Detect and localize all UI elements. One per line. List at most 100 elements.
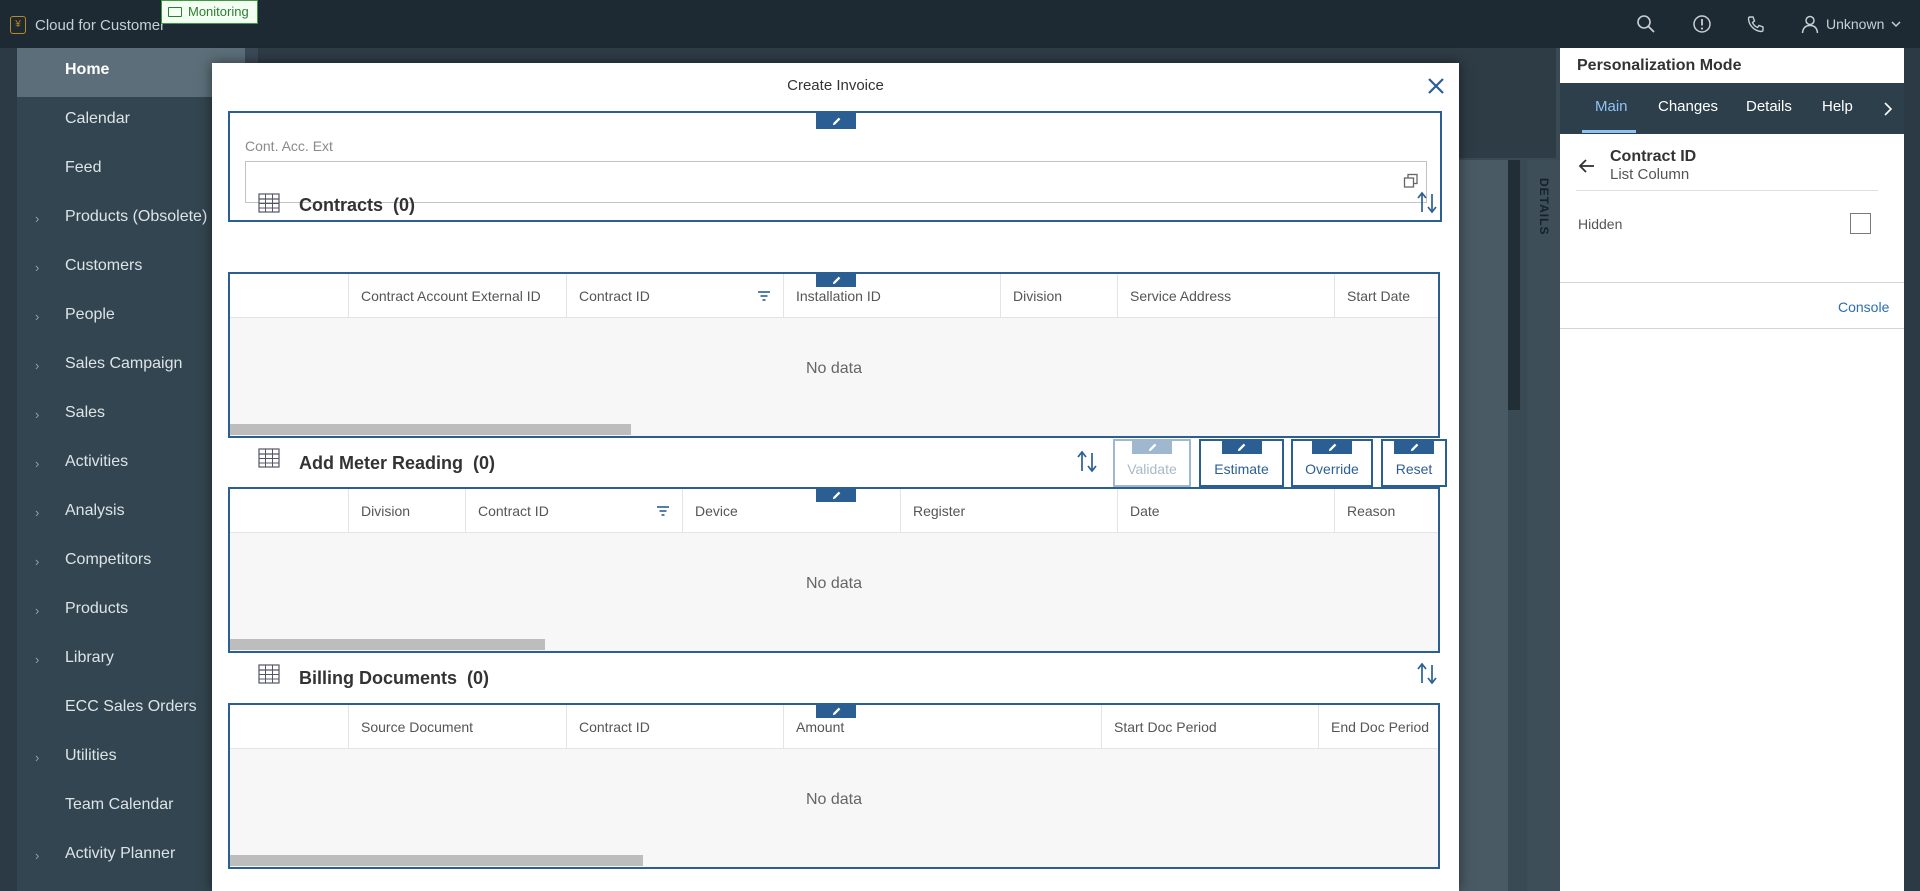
chevron-right-icon[interactable]: ›: [35, 456, 40, 471]
column-header-label: Contract ID: [478, 503, 549, 519]
chevron-right-icon[interactable]: [1882, 102, 1894, 116]
edit-button-tab[interactable]: [1221, 441, 1262, 454]
monitoring-badge[interactable]: Monitoring: [161, 0, 258, 24]
edit-panel-button[interactable]: [816, 113, 856, 129]
chevron-right-icon[interactable]: ›: [35, 554, 40, 569]
column-header[interactable]: Start Date: [1334, 274, 1438, 318]
column-header[interactable]: Start Doc Period: [1101, 705, 1318, 749]
column-header-contract-id[interactable]: Contract ID: [465, 489, 682, 533]
filter-icon[interactable]: [656, 505, 670, 517]
table-icon: [258, 664, 280, 684]
column-header[interactable]: Date: [1117, 489, 1334, 533]
column-header[interactable]: End Doc Period: [1318, 705, 1438, 749]
close-icon[interactable]: [1425, 75, 1447, 97]
nav-item-calendar[interactable]: Calendar: [17, 97, 245, 146]
horizontal-scrollbar[interactable]: [230, 424, 631, 435]
column-header[interactable]: Contract Account External ID: [348, 274, 566, 318]
active-tab-indicator: [1582, 130, 1636, 133]
edit-table-button[interactable]: [816, 274, 856, 287]
column-header[interactable]: Contract ID: [566, 705, 783, 749]
search-icon[interactable]: [1636, 14, 1656, 34]
user-name: Unknown: [1826, 16, 1885, 32]
nav-item-label: Team Calendar: [65, 796, 174, 813]
cont-acc-ext-input[interactable]: [245, 161, 1427, 203]
nav-item-people[interactable]: › People: [17, 293, 245, 342]
nav-item-products-obsolete[interactable]: › Products (Obsolete): [17, 195, 245, 244]
column-header[interactable]: Division: [1000, 274, 1117, 318]
back-arrow-icon[interactable]: [1578, 157, 1596, 175]
console-link[interactable]: Console: [1838, 299, 1890, 315]
override-button[interactable]: Override: [1291, 439, 1373, 487]
nav-item-competitors[interactable]: › Competitors: [17, 538, 245, 587]
column-header-contract-id[interactable]: Contract ID: [566, 274, 783, 318]
nav-item-feed[interactable]: Feed: [17, 146, 245, 195]
column-header[interactable]: Register: [900, 489, 1117, 533]
column-header[interactable]: Service Address: [1117, 274, 1334, 318]
column-header[interactable]: Reason: [1334, 489, 1438, 533]
edit-button-tab[interactable]: [1132, 441, 1172, 454]
column-header[interactable]: Division: [348, 489, 465, 533]
table-icon: [258, 193, 280, 213]
tab-main[interactable]: Main: [1595, 98, 1628, 115]
nav-item-label: Calendar: [65, 110, 130, 127]
edit-table-button[interactable]: [816, 489, 856, 502]
phone-icon[interactable]: [1746, 14, 1766, 34]
chevron-right-icon[interactable]: ›: [35, 358, 40, 373]
column-header[interactable]: Amount: [783, 705, 1101, 749]
nav-item-sales-campaign[interactable]: › Sales Campaign: [17, 342, 245, 391]
chevron-right-icon[interactable]: ›: [35, 603, 40, 618]
nav-item-library[interactable]: › Library: [17, 636, 245, 685]
pencil-icon: [1237, 443, 1246, 452]
nav-item-analysis[interactable]: › Analysis: [17, 489, 245, 538]
details-side-tab[interactable]: DETAILS: [1527, 160, 1560, 891]
chevron-right-icon[interactable]: ›: [35, 848, 40, 863]
value-help-icon[interactable]: [1403, 173, 1419, 189]
tab-details[interactable]: Details: [1746, 98, 1792, 115]
chevron-right-icon[interactable]: ›: [35, 505, 40, 520]
nav-item-customers[interactable]: › Customers: [17, 244, 245, 293]
chevron-right-icon[interactable]: ›: [35, 211, 40, 226]
tab-help[interactable]: Help: [1822, 98, 1853, 115]
workspace-scrollbar[interactable]: [1508, 160, 1520, 410]
sort-icon[interactable]: [1414, 190, 1440, 216]
estimate-label: Estimate: [1214, 461, 1269, 477]
chevron-right-icon[interactable]: ›: [35, 309, 40, 324]
user-menu[interactable]: Unknown: [1800, 14, 1902, 34]
dialog-title: Create Invoice: [787, 77, 884, 94]
alert-icon[interactable]: [1692, 14, 1712, 34]
column-header[interactable]: Device: [682, 489, 900, 533]
edit-button-tab[interactable]: [1312, 441, 1352, 454]
horizontal-scrollbar[interactable]: [230, 855, 643, 866]
column-header[interactable]: Source Document: [348, 705, 566, 749]
edit-button-tab[interactable]: [1394, 441, 1434, 454]
edit-table-button[interactable]: [816, 705, 856, 718]
nav-item-ecc-sales-orders[interactable]: ECC Sales Orders: [17, 685, 245, 734]
nav-item-team-calendar[interactable]: Team Calendar: [17, 783, 245, 832]
nav-item-sales[interactable]: › Sales: [17, 391, 245, 440]
chevron-right-icon[interactable]: ›: [35, 260, 40, 275]
horizontal-scrollbar[interactable]: [230, 639, 545, 650]
filter-icon[interactable]: [757, 290, 771, 302]
reset-button[interactable]: Reset: [1381, 439, 1447, 487]
validate-button[interactable]: Validate: [1113, 439, 1191, 487]
app-logo-icon[interactable]: ¥: [10, 16, 26, 34]
nav-item-products[interactable]: › Products: [17, 587, 245, 636]
estimate-button[interactable]: Estimate: [1199, 439, 1284, 487]
nav-item-home[interactable]: Home: [17, 48, 245, 97]
hidden-checkbox[interactable]: [1850, 213, 1871, 234]
app-title[interactable]: Cloud for Customer: [35, 17, 166, 34]
nav-item-activities[interactable]: › Activities: [17, 440, 245, 489]
column-header[interactable]: Installation ID: [783, 274, 1000, 318]
tab-changes[interactable]: Changes: [1658, 98, 1719, 115]
billing-documents-title: Billing Documents (0): [299, 668, 489, 689]
personalization-tabs: Main Changes Details Help: [1560, 83, 1904, 134]
nav-item-activity-planner[interactable]: › Activity Planner: [17, 832, 245, 881]
chevron-right-icon[interactable]: ›: [35, 750, 40, 765]
details-side-label: DETAILS: [1537, 178, 1551, 236]
nav-item-utilities[interactable]: › Utilities: [17, 734, 245, 783]
sort-icon[interactable]: [1074, 449, 1100, 475]
contracts-title: Contracts (0): [299, 195, 415, 216]
chevron-right-icon[interactable]: ›: [35, 652, 40, 667]
chevron-right-icon[interactable]: ›: [35, 407, 40, 422]
sort-icon[interactable]: [1414, 661, 1440, 687]
